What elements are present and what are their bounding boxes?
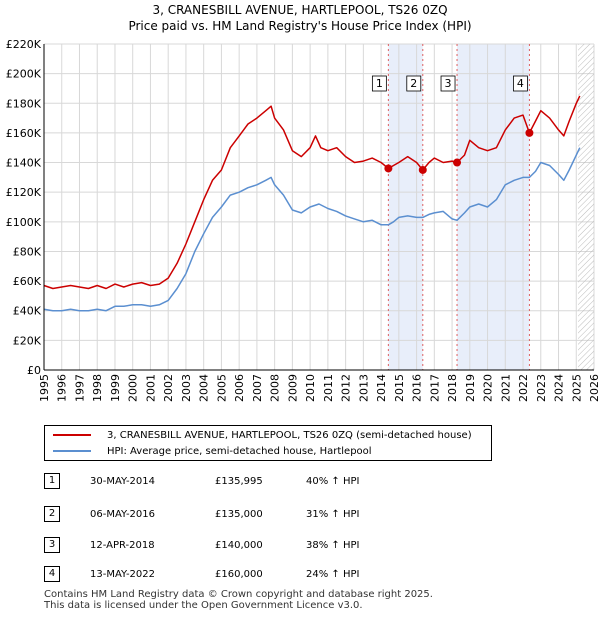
sale-row: 1 30-MAY-2014 £135,995 40% ↑ HPI [44, 472, 444, 492]
hpi-line [43, 147, 581, 312]
sale-number-badge: 1 [44, 473, 60, 489]
sale-point [453, 158, 462, 167]
x-tick-label: 2007 [251, 374, 264, 402]
sale-point [418, 165, 427, 174]
x-tick-label: 2005 [215, 374, 228, 402]
x-tick-label: 2024 [553, 374, 566, 402]
y-tick-label: £200K [6, 68, 42, 81]
x-tick-label: 2026 [588, 374, 600, 402]
footer-line-2: This data is licensed under the Open Gov… [44, 600, 363, 611]
x-tick-label: 2010 [304, 374, 317, 402]
y-tick-label: £120K [6, 186, 42, 199]
y-tick-label: £100K [6, 216, 42, 229]
chart-title-block: 3, CRANESBILL AVENUE, HARTLEPOOL, TS26 0… [0, 2, 600, 34]
x-tick-label: 1997 [73, 374, 86, 402]
sale-number-badge: 2 [44, 506, 60, 522]
sale-number-badge: 4 [44, 566, 60, 582]
y-tick-label: £40K [13, 305, 42, 318]
x-tick-label: 2003 [180, 374, 193, 402]
x-tick-label: 2001 [144, 374, 157, 402]
price-chart: 1 2 3 4 £0 £20K £40K £60K £80K £100K £120K £140K £1… [6, 38, 600, 402]
y-tick-label: £20K [13, 334, 42, 347]
sale-point [525, 128, 534, 137]
x-tick-label: 2022 [517, 374, 530, 402]
x-tick-label: 2023 [535, 374, 548, 402]
sale-hpi-diff: 31% ↑ HPI [306, 509, 360, 520]
legend-item-property: 3, CRANESBILL AVENUE, HARTLEPOOL, TS26 0… [53, 428, 472, 444]
legend-item-hpi: HPI: Average price, semi-detached house,… [53, 444, 372, 460]
chart-subtitle: Price paid vs. HM Land Registry's House … [128, 19, 472, 33]
sale-period-shade [457, 44, 530, 370]
sale-number-box [406, 75, 422, 92]
sale-hpi-diff: 24% ↑ HPI [306, 569, 360, 580]
sale-date: 13-MAY-2022 [90, 569, 156, 580]
sale-date: 12-APR-2018 [90, 540, 155, 551]
sale-row: 3 12-APR-2018 £140,000 38% ↑ HPI [44, 536, 444, 556]
x-tick-label: 2015 [393, 374, 406, 402]
x-tick-label: 2021 [499, 374, 512, 402]
sale-row: 2 06-MAY-2016 £135,000 31% ↑ HPI [44, 505, 444, 525]
property-price-line [43, 95, 581, 290]
sale-number-badge: 3 [44, 537, 60, 553]
x-tick-label: 2017 [428, 374, 441, 402]
sale-price: £135,995 [215, 476, 263, 487]
sale-number-label: 1 [376, 77, 383, 90]
legend-label-property: 3, CRANESBILL AVENUE, HARTLEPOOL, TS26 0… [107, 430, 472, 441]
chart-legend: 3, CRANESBILL AVENUE, HARTLEPOOL, TS26 0… [44, 425, 492, 461]
sale-number-box [513, 75, 528, 92]
x-tick-label: 2009 [286, 374, 299, 402]
sale-price: £160,000 [215, 569, 263, 580]
sale-number-label: 2 [410, 77, 417, 90]
sale-row: 4 13-MAY-2022 £160,000 24% ↑ HPI [44, 565, 444, 585]
legend-swatch-hpi [53, 450, 91, 452]
x-tick-label: 2008 [269, 374, 282, 402]
sale-number-label: 3 [445, 77, 452, 90]
x-tick-label: 2012 [340, 374, 353, 402]
x-tick-label: 2019 [464, 374, 477, 402]
x-tick-label: 1995 [38, 374, 51, 402]
x-tick-label: 1998 [91, 374, 104, 402]
sale-price: £140,000 [215, 540, 263, 551]
y-tick-label: £80K [13, 245, 42, 258]
footer-line-1: Contains HM Land Registry data © Crown c… [44, 589, 433, 600]
sale-date: 06-MAY-2016 [90, 509, 156, 520]
x-tick-label: 1999 [109, 374, 122, 402]
x-tick-label: 1996 [56, 374, 69, 402]
sale-point [384, 164, 393, 173]
x-tick-label: 2018 [446, 374, 459, 402]
x-tick-label: 2011 [322, 374, 335, 402]
y-tick-label: £0 [27, 364, 41, 377]
footer-attribution: Contains HM Land Registry data © Crown c… [44, 589, 433, 611]
x-tick-label: 2016 [411, 374, 424, 402]
x-tick-label: 2000 [127, 374, 140, 402]
sale-hpi-diff: 40% ↑ HPI [306, 476, 360, 487]
sale-date: 30-MAY-2014 [90, 476, 156, 487]
x-tick-label: 2006 [233, 374, 246, 402]
y-tick-label: £220K [6, 38, 42, 51]
chart-title: 3, CRANESBILL AVENUE, HARTLEPOOL, TS26 0… [152, 3, 448, 17]
y-tick-label: £140K [6, 157, 42, 170]
y-tick-label: £60K [13, 275, 42, 288]
sale-number-box [371, 75, 387, 92]
sale-number-box [440, 75, 456, 92]
forecast-hatch [578, 44, 594, 370]
sale-hpi-diff: 38% ↑ HPI [306, 540, 360, 551]
y-tick-label: £180K [6, 97, 42, 110]
x-tick-label: 2014 [375, 374, 388, 402]
legend-swatch-property [53, 434, 91, 436]
x-tick-label: 2013 [357, 374, 370, 402]
legend-label-hpi: HPI: Average price, semi-detached house,… [107, 446, 372, 457]
y-tick-label: £160K [6, 127, 42, 140]
sale-number-label: 4 [517, 77, 524, 90]
x-tick-label: 2020 [482, 374, 495, 402]
sale-period-shade [388, 44, 423, 370]
sale-price: £135,000 [215, 509, 263, 520]
x-tick-label: 2002 [162, 374, 175, 402]
x-tick-label: 2004 [198, 374, 211, 402]
x-tick-label: 2025 [570, 374, 583, 402]
